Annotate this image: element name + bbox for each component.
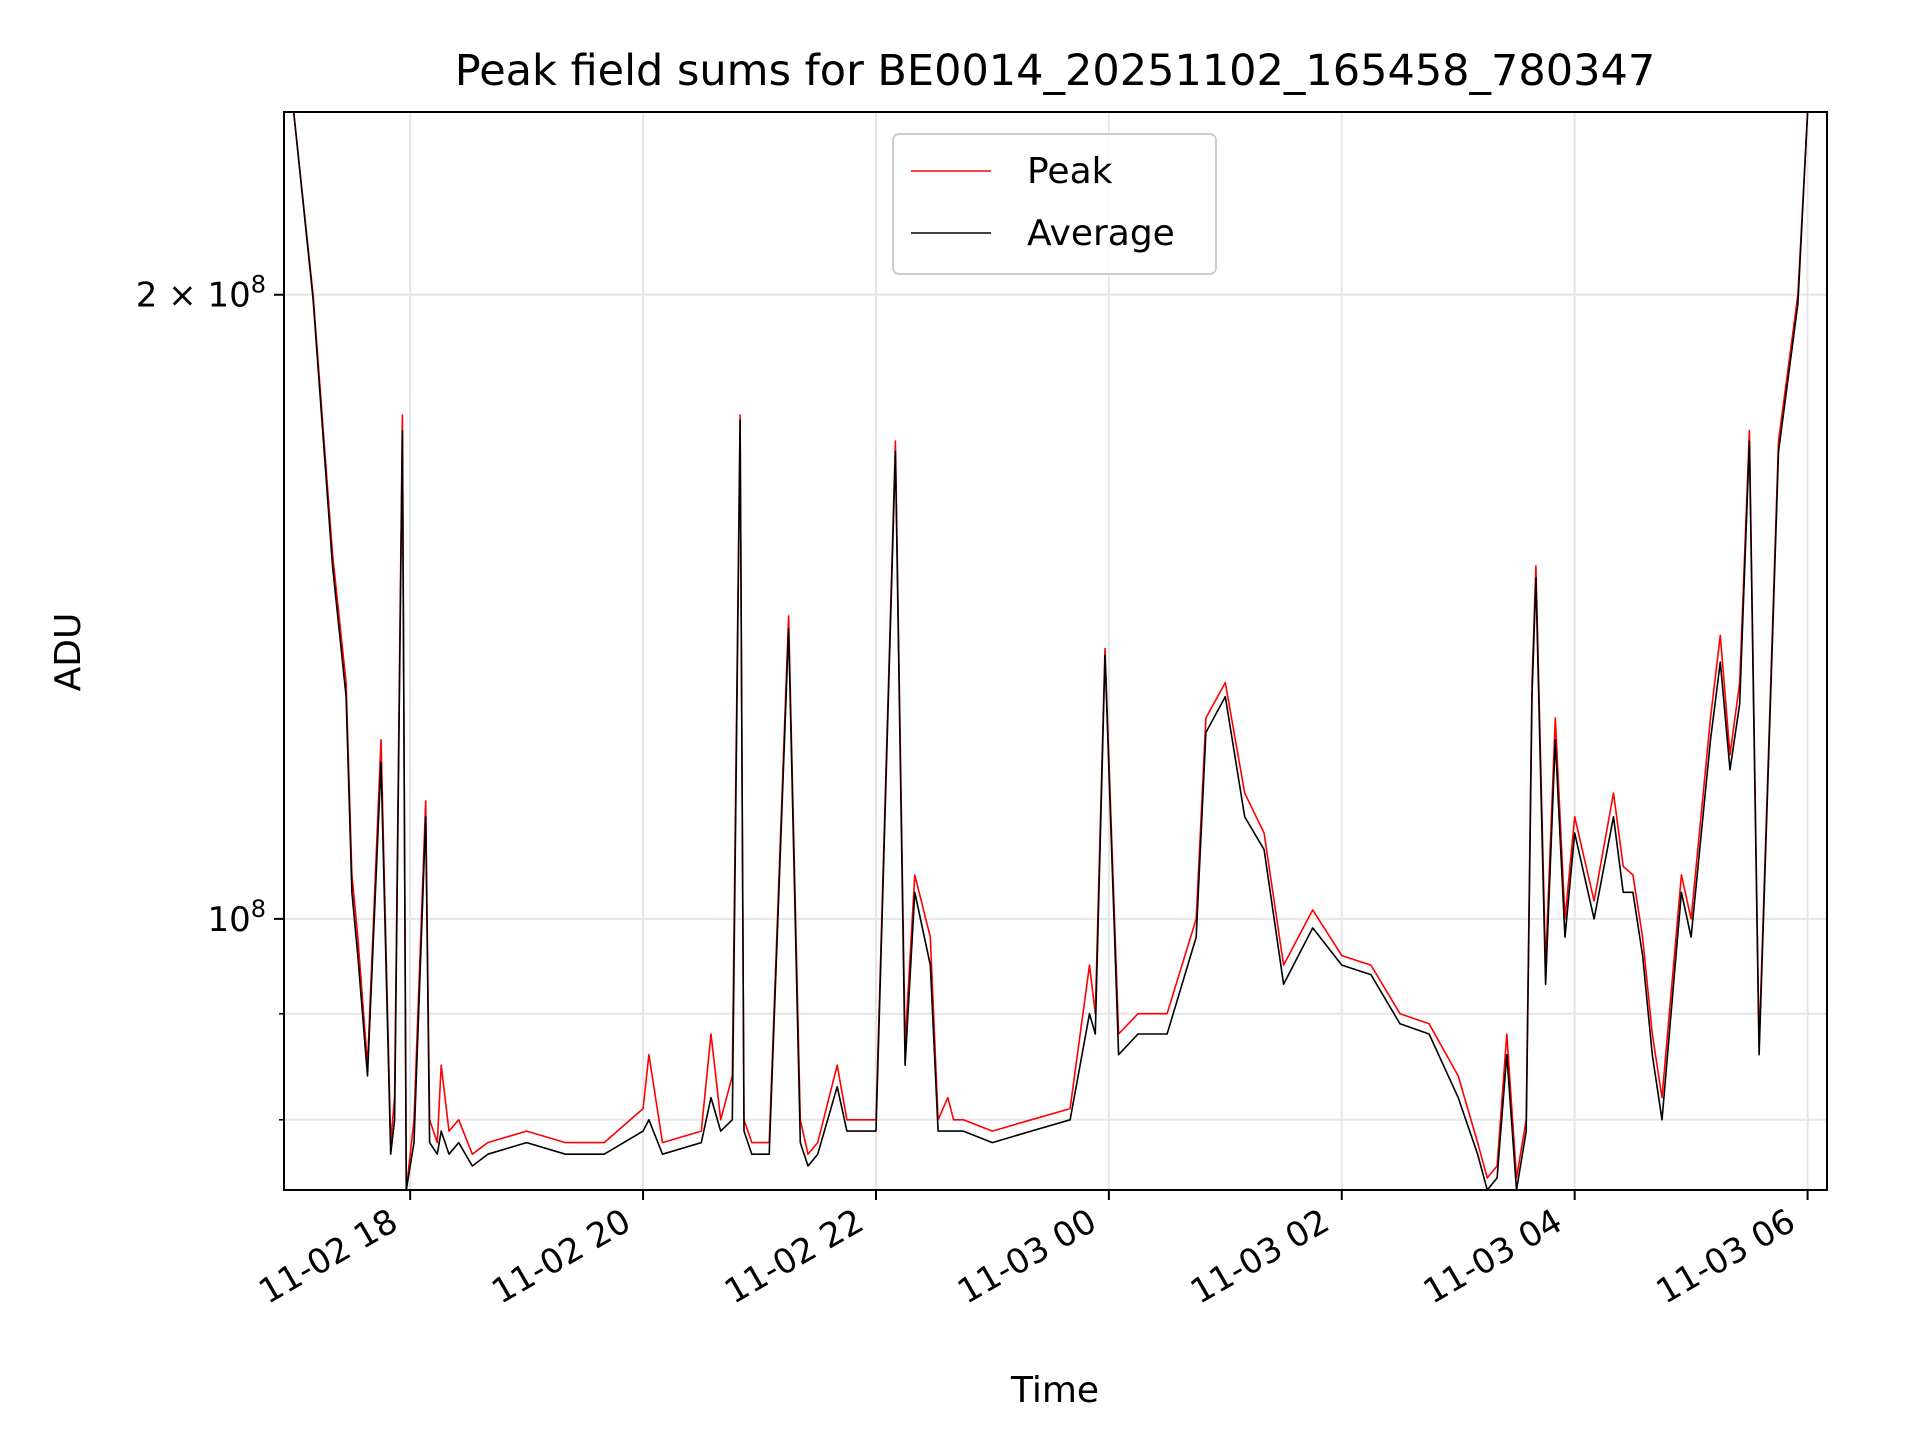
chart-title: Peak field sums for BE0014_20251102_1654… (455, 46, 1655, 96)
legend: Peak Average (892, 133, 1217, 275)
y-axis-label: ADU (48, 613, 89, 692)
legend-box (892, 133, 1217, 275)
plot-frame (283, 111, 1828, 1191)
legend-label-peak: Peak (1027, 151, 1113, 192)
series-layer (292, 112, 1809, 1190)
y-tick-label: 2 × 108 (136, 271, 266, 316)
x-axis-label: Time (1010, 1370, 1099, 1411)
grid-layer (284, 112, 1827, 1190)
legend-label-average: Average (1027, 213, 1175, 254)
series-line-peak (292, 112, 1809, 1190)
series-line-average (292, 112, 1809, 1190)
y-tick-label: 108 (207, 895, 266, 940)
